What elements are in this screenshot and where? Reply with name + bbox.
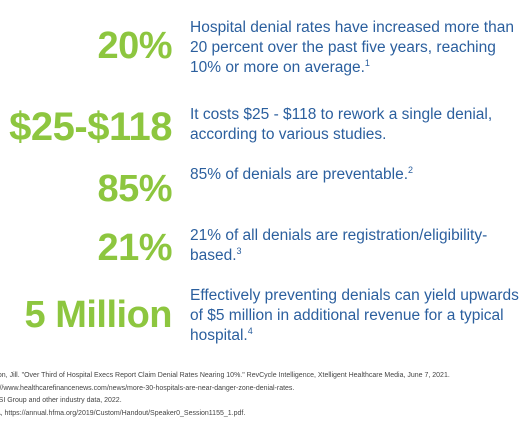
stat-description-text: It costs $25 - $118 to rework a single d… xyxy=(190,106,493,143)
footnote-ref: 1 xyxy=(364,57,370,68)
stat-description: 85% of denials are preventable.2 xyxy=(190,165,520,185)
footnote-1: eon, Jill. "Over Third of Hospital Execs… xyxy=(0,372,450,379)
stat-description-text: Effectively preventing denials can yield… xyxy=(190,287,519,344)
footnote-ref: 4 xyxy=(247,325,253,336)
footnote-4: IA, https://annual.hfma.org/2019/Custom/… xyxy=(0,409,246,417)
stat-description-text: 85% of denials are preventable. xyxy=(190,166,409,183)
stat-description-text: Hospital denial rates have increased mor… xyxy=(190,19,514,76)
stat-value: 20% xyxy=(97,25,172,67)
stat-description: 21% of all denials are registration/elig… xyxy=(190,226,520,266)
stat-value: $25-$118 xyxy=(9,105,172,149)
stat-value: 21% xyxy=(97,227,172,269)
stat-description: Effectively preventing denials can yield… xyxy=(190,286,520,346)
footnote-ref: 3 xyxy=(236,245,242,256)
footnote-3: SSI Group and other industry data, 2022. xyxy=(0,397,122,404)
stat-description-text: 21% of all denials are registration/elig… xyxy=(190,227,488,264)
footnotes: eon, Jill. "Over Third of Hospital Execs… xyxy=(0,370,530,420)
footnote-ref: 2 xyxy=(408,164,414,175)
stat-description: Hospital denial rates have increased mor… xyxy=(190,18,520,78)
footnote-2: s://www.healthcarefinancenews.com/news/m… xyxy=(0,384,295,392)
stat-value: 85% xyxy=(97,168,172,210)
stat-description: It costs $25 - $118 to rework a single d… xyxy=(190,105,520,145)
stat-value: 5 Million xyxy=(24,294,173,336)
